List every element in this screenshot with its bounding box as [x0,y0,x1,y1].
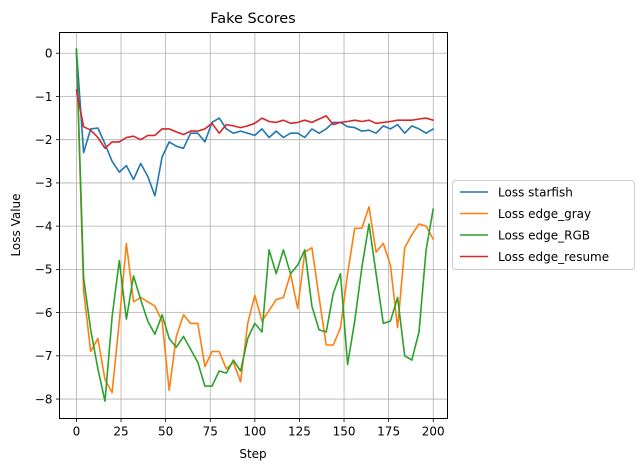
series-lines [75,48,435,403]
legend-entry: Loss starfish [498,185,573,199]
x-axis-label: Step [239,447,266,461]
y-axis-label: Loss Value [9,193,23,256]
y-tick-label: −4 [35,219,53,233]
x-tick-label: 150 [333,425,356,439]
x-axis-ticks: 0 25 50 75 100 125 150 175 200 [73,418,445,439]
y-tick-label: 0 [45,47,53,61]
y-tick-label: −8 [35,392,53,406]
grid-lines [59,32,448,419]
series-line-3 [75,48,435,403]
plot-area-frame [59,32,448,419]
y-tick-label: −2 [35,133,53,147]
y-tick-label: −7 [35,349,53,363]
legend-frame [452,180,635,270]
x-tick-label: 50 [158,425,173,439]
chart-title: Fake Scores [210,11,295,27]
legend: Loss starfish Loss edge_gray Loss edge_RGB… [452,180,635,270]
series-line-1 [75,48,435,197]
x-tick-label: 0 [73,425,81,439]
series-line-4 [75,89,435,150]
x-tick-label: 125 [288,425,311,439]
x-tick-label: 100 [243,425,266,439]
y-tick-label: −1 [35,90,53,104]
y-tick-label: −3 [35,176,53,190]
legend-entry: Loss edge_resume [498,250,609,264]
legend-entry: Loss edge_RGB [498,228,590,242]
series-line-2 [75,50,435,394]
legend-entry: Loss edge_gray [498,207,591,221]
y-tick-label: −5 [35,263,53,277]
x-tick-label: 75 [203,425,218,439]
x-tick-label: 175 [377,425,400,439]
y-tick-label: −6 [35,306,53,320]
x-tick-label: 25 [113,425,128,439]
x-tick-label: 200 [422,425,445,439]
y-axis-ticks: 0 −1 −2 −3 −4 −5 −6 −7 −8 [35,47,60,406]
